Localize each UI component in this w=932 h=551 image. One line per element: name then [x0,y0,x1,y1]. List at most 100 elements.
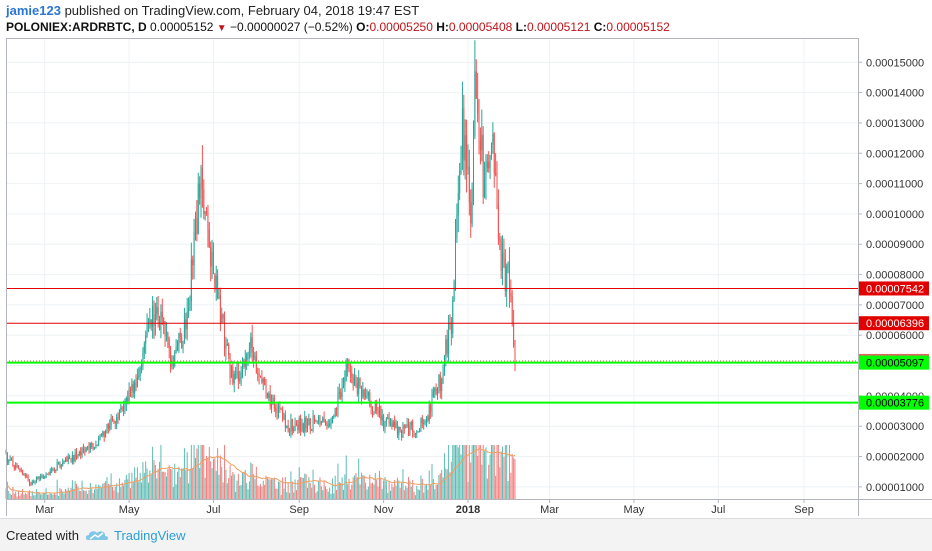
volume-bar [175,484,177,499]
volume-bar [30,496,32,499]
candle-body [490,144,492,155]
price-axis[interactable]: 0.000010000.000020000.000030000.00004000… [858,57,924,494]
price-tick-label: 0.00009000 [866,239,924,251]
candle-body [344,377,346,386]
volume-bar [218,474,220,499]
candle-body [266,393,268,398]
candle-body [449,323,451,325]
volume-bar [248,481,250,499]
volume-bar [369,474,371,499]
volume-bar [475,445,477,499]
candle-body [405,427,407,429]
candle-body [468,166,470,203]
candle-body [414,433,416,435]
candle-body [254,355,256,360]
horizontal-levels[interactable] [6,287,858,404]
candle-body [301,423,303,432]
candle-body [485,167,487,179]
candle-body [403,425,405,428]
price-chart[interactable]: 0.000010000.000020000.000030000.00004000… [0,0,932,518]
volume-bar [59,488,61,499]
candle-body [410,421,412,426]
candle-body [416,431,418,434]
volume-bar [401,482,403,499]
candle-body [153,306,155,326]
candle-body [161,311,163,318]
candle-body [29,480,31,484]
volume-bar [131,472,133,499]
candle-body [334,408,336,416]
price-change: −0.00000027 (−0.52%) [230,20,353,34]
volume-bar [240,485,242,499]
candle-body [459,170,461,193]
candle-body [224,318,226,350]
candle-body [51,469,53,472]
volume-bar [37,492,39,499]
volume-bar [437,484,439,499]
volume-bar [438,475,440,499]
volume-bar [356,477,358,499]
publish-text: published on TradingView.com, February 0… [64,3,420,18]
volume-bar [432,479,434,499]
candle-body [70,458,72,463]
candle-body [156,307,158,315]
tradingview-brand-link[interactable]: TradingView [114,528,186,543]
volume-bar [496,445,498,499]
volume-bar [171,469,173,499]
candle-body [63,460,65,463]
candle-body [392,421,394,427]
volume-bar [468,445,470,499]
volume-bar [211,468,213,499]
volume-bar [168,465,170,499]
volume-bar [20,493,22,499]
volume-bar [443,453,445,499]
candle-body [190,259,192,301]
publish-info: jamie123 published on TradingView.com, F… [6,3,419,18]
volume-bar [109,484,111,499]
candle-body [305,417,307,429]
volume-bar [269,479,271,499]
candle-body [503,252,505,259]
candle-body [508,262,510,294]
volume-bar [167,469,169,499]
candle-body [46,473,48,475]
time-tick-label: Sep [794,504,814,516]
candle-body [319,417,321,424]
volume-bar [84,490,86,499]
candle-body [232,366,234,384]
volume-bar [73,488,75,499]
candle-body [236,371,238,374]
volume-bar [273,477,275,499]
author-link[interactable]: jamie123 [6,3,61,18]
tradingview-cloud-icon[interactable] [84,528,110,542]
candle-body [432,391,434,397]
volume-bar [177,471,179,499]
candle-body [282,409,284,420]
candle-body [94,448,96,450]
candle-body [212,251,214,275]
volume-bar [259,484,261,499]
candle-body [211,251,213,267]
candle-body [500,241,502,271]
candle-body [268,393,270,398]
candle-body [59,462,61,468]
candle-body [123,406,125,409]
candle-body [228,344,230,356]
plot-area[interactable] [6,38,858,516]
candle-body [186,311,188,330]
footer-bar: Created with TradingView [0,518,932,551]
candle-body [331,416,333,424]
candle-body [235,373,237,375]
candle-body [164,323,166,337]
candle-body [280,409,282,411]
candle-body [258,373,260,377]
candle-body [312,415,314,431]
candle-body [499,238,501,242]
time-axis[interactable]: Mar May Jul Sep Nov 2018 Mar May Jul Sep [35,499,814,516]
level-labels: 0.000075420.000063960.000051520.00005097… [859,281,929,410]
candle-body [504,258,506,292]
candle-body [341,386,343,398]
volume-bar [204,477,206,499]
candle-body [308,418,310,425]
candle-body [322,418,324,422]
